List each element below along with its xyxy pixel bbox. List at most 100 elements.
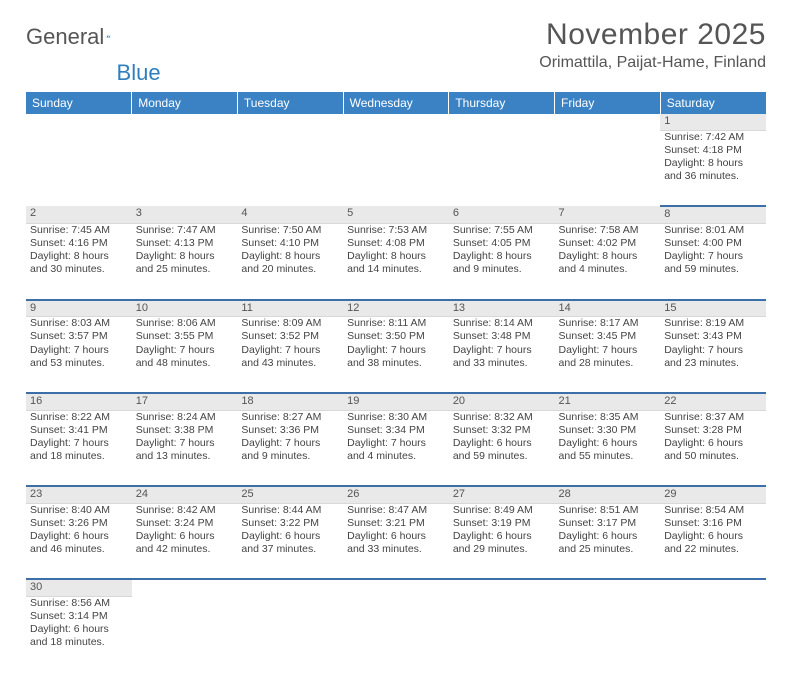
day-cell: Sunrise: 8:35 AMSunset: 3:30 PMDaylight:… bbox=[555, 410, 661, 486]
daylight-text: Daylight: 6 hours and 46 minutes. bbox=[30, 530, 128, 556]
day-cell bbox=[26, 130, 132, 206]
sunset-text: Sunset: 3:55 PM bbox=[136, 330, 234, 343]
day-number-row: 16171819202122 bbox=[26, 393, 766, 410]
sunset-text: Sunset: 3:24 PM bbox=[136, 517, 234, 530]
day-cell: Sunrise: 8:51 AMSunset: 3:17 PMDaylight:… bbox=[555, 503, 661, 579]
daylight-text: Daylight: 6 hours and 18 minutes. bbox=[30, 623, 128, 649]
daylight-text: Daylight: 6 hours and 37 minutes. bbox=[241, 530, 339, 556]
sunset-text: Sunset: 4:08 PM bbox=[347, 237, 445, 250]
day-number: 16 bbox=[26, 393, 132, 410]
day-cell bbox=[555, 597, 661, 673]
day-number bbox=[343, 114, 449, 130]
day-info-row: Sunrise: 8:40 AMSunset: 3:26 PMDaylight:… bbox=[26, 503, 766, 579]
day-number bbox=[237, 579, 343, 596]
day-number: 17 bbox=[132, 393, 238, 410]
daylight-text: Daylight: 6 hours and 55 minutes. bbox=[559, 437, 657, 463]
day-number: 19 bbox=[343, 393, 449, 410]
day-number-row: 9101112131415 bbox=[26, 300, 766, 317]
day-cell bbox=[237, 597, 343, 673]
sunset-text: Sunset: 3:43 PM bbox=[664, 330, 762, 343]
daylight-text: Daylight: 6 hours and 22 minutes. bbox=[664, 530, 762, 556]
daylight-text: Daylight: 7 hours and 9 minutes. bbox=[241, 437, 339, 463]
sunrise-text: Sunrise: 8:30 AM bbox=[347, 411, 445, 424]
day-number: 15 bbox=[660, 300, 766, 317]
day-number: 13 bbox=[449, 300, 555, 317]
day-cell: Sunrise: 7:42 AMSunset: 4:18 PMDaylight:… bbox=[660, 130, 766, 206]
daylight-text: Daylight: 7 hours and 23 minutes. bbox=[664, 344, 762, 370]
sunrise-text: Sunrise: 8:44 AM bbox=[241, 504, 339, 517]
day-number: 21 bbox=[555, 393, 661, 410]
sunset-text: Sunset: 4:05 PM bbox=[453, 237, 551, 250]
day-number: 3 bbox=[132, 206, 238, 223]
sunset-text: Sunset: 3:14 PM bbox=[30, 610, 128, 623]
day-cell: Sunrise: 7:53 AMSunset: 4:08 PMDaylight:… bbox=[343, 224, 449, 300]
day-number: 4 bbox=[237, 206, 343, 223]
sunset-text: Sunset: 3:34 PM bbox=[347, 424, 445, 437]
daylight-text: Daylight: 7 hours and 43 minutes. bbox=[241, 344, 339, 370]
sunrise-text: Sunrise: 8:17 AM bbox=[559, 317, 657, 330]
day-cell: Sunrise: 8:49 AMSunset: 3:19 PMDaylight:… bbox=[449, 503, 555, 579]
day-cell: Sunrise: 7:50 AMSunset: 4:10 PMDaylight:… bbox=[237, 224, 343, 300]
sunrise-text: Sunrise: 8:47 AM bbox=[347, 504, 445, 517]
sunset-text: Sunset: 4:02 PM bbox=[559, 237, 657, 250]
day-number: 18 bbox=[237, 393, 343, 410]
sunset-text: Sunset: 4:00 PM bbox=[664, 237, 762, 250]
day-cell: Sunrise: 8:56 AMSunset: 3:14 PMDaylight:… bbox=[26, 597, 132, 673]
day-info-row: Sunrise: 8:22 AMSunset: 3:41 PMDaylight:… bbox=[26, 410, 766, 486]
sunset-text: Sunset: 3:26 PM bbox=[30, 517, 128, 530]
daylight-text: Daylight: 6 hours and 42 minutes. bbox=[136, 530, 234, 556]
day-info-row: Sunrise: 8:56 AMSunset: 3:14 PMDaylight:… bbox=[26, 597, 766, 673]
sunset-text: Sunset: 3:41 PM bbox=[30, 424, 128, 437]
weekday-header: Sunday bbox=[26, 92, 132, 114]
day-cell: Sunrise: 8:27 AMSunset: 3:36 PMDaylight:… bbox=[237, 410, 343, 486]
daylight-text: Daylight: 7 hours and 33 minutes. bbox=[453, 344, 551, 370]
day-number: 27 bbox=[449, 486, 555, 503]
day-number bbox=[449, 579, 555, 596]
daylight-text: Daylight: 7 hours and 18 minutes. bbox=[30, 437, 128, 463]
sunset-text: Sunset: 3:48 PM bbox=[453, 330, 551, 343]
day-number: 24 bbox=[132, 486, 238, 503]
day-cell: Sunrise: 8:42 AMSunset: 3:24 PMDaylight:… bbox=[132, 503, 238, 579]
logo-text-general: General bbox=[26, 24, 104, 50]
daylight-text: Daylight: 8 hours and 9 minutes. bbox=[453, 250, 551, 276]
day-cell: Sunrise: 8:32 AMSunset: 3:32 PMDaylight:… bbox=[449, 410, 555, 486]
day-cell: Sunrise: 8:01 AMSunset: 4:00 PMDaylight:… bbox=[660, 224, 766, 300]
day-cell: Sunrise: 7:55 AMSunset: 4:05 PMDaylight:… bbox=[449, 224, 555, 300]
sunrise-text: Sunrise: 8:22 AM bbox=[30, 411, 128, 424]
day-cell: Sunrise: 8:22 AMSunset: 3:41 PMDaylight:… bbox=[26, 410, 132, 486]
day-number: 14 bbox=[555, 300, 661, 317]
weekday-header: Friday bbox=[555, 92, 661, 114]
sunrise-text: Sunrise: 8:49 AM bbox=[453, 504, 551, 517]
day-cell: Sunrise: 8:03 AMSunset: 3:57 PMDaylight:… bbox=[26, 317, 132, 393]
sunrise-text: Sunrise: 8:06 AM bbox=[136, 317, 234, 330]
page-title: November 2025 bbox=[539, 18, 766, 52]
weekday-header: Saturday bbox=[660, 92, 766, 114]
weekday-header-row: Sunday Monday Tuesday Wednesday Thursday… bbox=[26, 92, 766, 114]
daylight-text: Daylight: 8 hours and 14 minutes. bbox=[347, 250, 445, 276]
sunset-text: Sunset: 4:18 PM bbox=[664, 144, 762, 157]
daylight-text: Daylight: 6 hours and 25 minutes. bbox=[559, 530, 657, 556]
day-number bbox=[132, 579, 238, 596]
sunset-text: Sunset: 3:50 PM bbox=[347, 330, 445, 343]
day-number: 23 bbox=[26, 486, 132, 503]
sunrise-text: Sunrise: 7:47 AM bbox=[136, 224, 234, 237]
day-cell: Sunrise: 8:06 AMSunset: 3:55 PMDaylight:… bbox=[132, 317, 238, 393]
day-cell: Sunrise: 8:44 AMSunset: 3:22 PMDaylight:… bbox=[237, 503, 343, 579]
page-subtitle: Orimattila, Paijat-Hame, Finland bbox=[539, 54, 766, 72]
day-cell bbox=[237, 130, 343, 206]
day-number bbox=[555, 579, 661, 596]
day-number bbox=[132, 114, 238, 130]
day-cell: Sunrise: 8:47 AMSunset: 3:21 PMDaylight:… bbox=[343, 503, 449, 579]
day-cell: Sunrise: 7:45 AMSunset: 4:16 PMDaylight:… bbox=[26, 224, 132, 300]
sunset-text: Sunset: 3:38 PM bbox=[136, 424, 234, 437]
sunrise-text: Sunrise: 7:50 AM bbox=[241, 224, 339, 237]
day-cell: Sunrise: 7:47 AMSunset: 4:13 PMDaylight:… bbox=[132, 224, 238, 300]
calendar-table: Sunday Monday Tuesday Wednesday Thursday… bbox=[26, 92, 766, 673]
day-cell: Sunrise: 8:24 AMSunset: 3:38 PMDaylight:… bbox=[132, 410, 238, 486]
day-number: 12 bbox=[343, 300, 449, 317]
sunrise-text: Sunrise: 8:03 AM bbox=[30, 317, 128, 330]
sunset-text: Sunset: 4:16 PM bbox=[30, 237, 128, 250]
day-number: 1 bbox=[660, 114, 766, 130]
day-number bbox=[343, 579, 449, 596]
sunrise-text: Sunrise: 8:37 AM bbox=[664, 411, 762, 424]
